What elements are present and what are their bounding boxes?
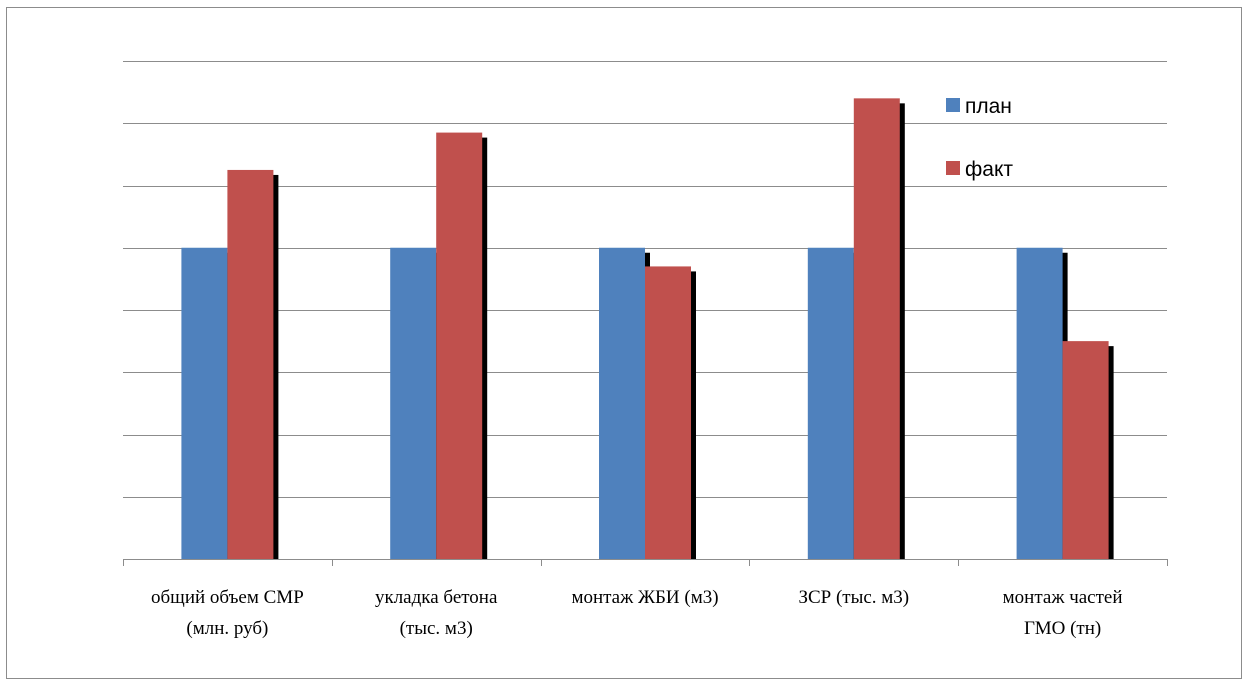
bar-plan xyxy=(807,247,854,559)
bar-fact xyxy=(645,266,691,559)
legend-swatch xyxy=(946,161,960,175)
legend-label: план xyxy=(965,95,1012,118)
bar-fact xyxy=(1062,341,1109,559)
bar-plan xyxy=(1016,247,1063,559)
x-tick-label: монтаж ЖБИ (м3) xyxy=(571,587,718,608)
legend-label: факт xyxy=(965,158,1013,181)
bar-plan xyxy=(599,247,645,559)
bar-fact xyxy=(227,169,274,559)
bar-plan xyxy=(390,247,437,559)
x-tick-label: укладка бетона (тыс. м3) xyxy=(375,587,498,639)
bar-fact xyxy=(853,98,900,559)
bar-plan xyxy=(181,247,228,559)
x-tick-label: монтаж частей ГМО (тн) xyxy=(1003,587,1123,639)
x-tick-label: общий объем СМР (млн. руб) xyxy=(151,587,304,639)
legend-swatch xyxy=(946,98,960,112)
bar-fact xyxy=(436,132,483,559)
x-tick-label: ЗСР (тыс. м3) xyxy=(798,587,909,608)
